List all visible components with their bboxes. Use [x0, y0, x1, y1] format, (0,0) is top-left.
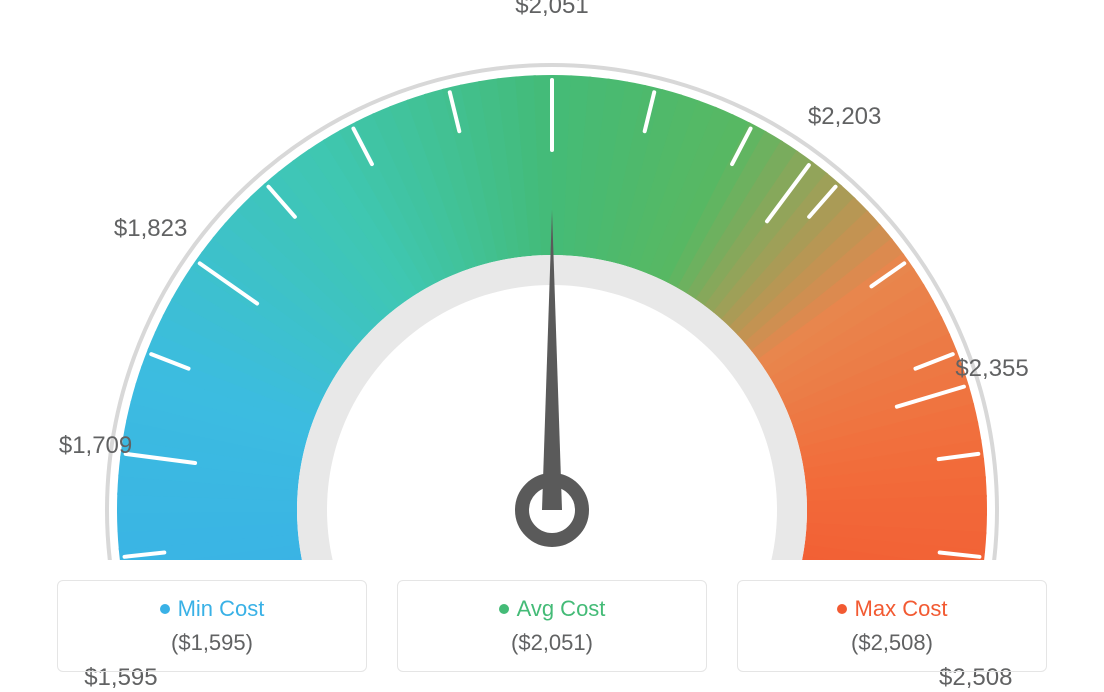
legend-value-min: ($1,595)	[171, 630, 253, 656]
gauge-svg	[0, 0, 1104, 560]
legend-title-min: Min Cost	[160, 596, 265, 622]
legend-title-text: Min Cost	[178, 596, 265, 622]
dot-icon	[837, 604, 847, 614]
legend-title-max: Max Cost	[837, 596, 948, 622]
legend-value-max: ($2,508)	[851, 630, 933, 656]
gauge-tick-label: $2,203	[808, 103, 881, 131]
gauge-tick-label: $2,051	[515, 0, 588, 20]
gauge-tick-label: $2,355	[955, 355, 1028, 383]
dot-icon	[160, 604, 170, 614]
legend-value-avg: ($2,051)	[511, 630, 593, 656]
gauge-tick-label: $1,823	[114, 215, 187, 243]
legend-row: Min Cost ($1,595) Avg Cost ($2,051) Max …	[0, 580, 1104, 672]
legend-card-avg: Avg Cost ($2,051)	[397, 580, 707, 672]
legend-title-text: Max Cost	[855, 596, 948, 622]
legend-title-avg: Avg Cost	[499, 596, 606, 622]
gauge-chart: $1,595$1,709$1,823$2,051$2,203$2,355$2,5…	[0, 0, 1104, 560]
legend-title-text: Avg Cost	[517, 596, 606, 622]
legend-card-max: Max Cost ($2,508)	[737, 580, 1047, 672]
dot-icon	[499, 604, 509, 614]
gauge-tick-label: $1,709	[59, 432, 132, 460]
legend-card-min: Min Cost ($1,595)	[57, 580, 367, 672]
